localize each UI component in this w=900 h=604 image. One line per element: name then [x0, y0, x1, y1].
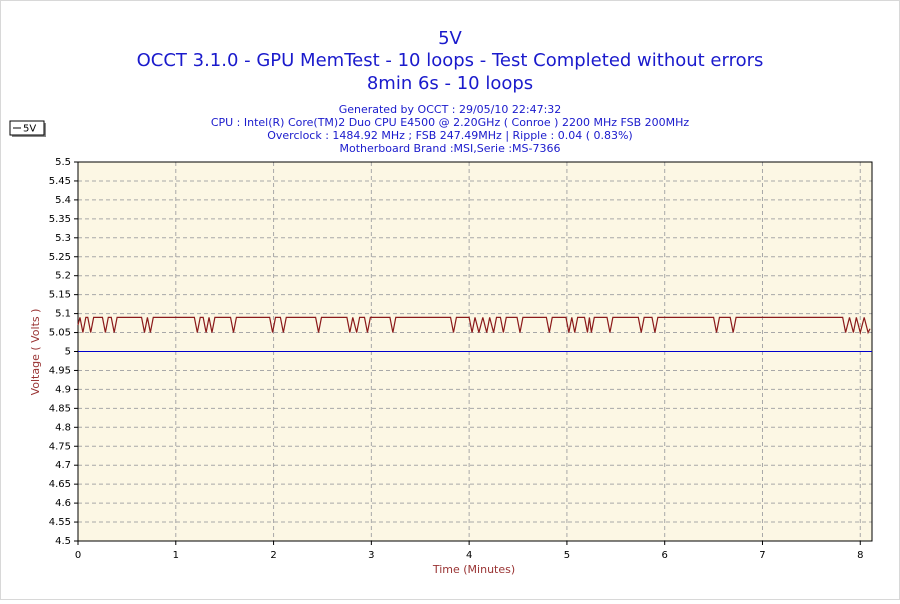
- chart-title: 5V: [438, 28, 462, 49]
- y-tick-label: 4.7: [55, 460, 71, 471]
- y-tick-label: 4.95: [49, 365, 71, 376]
- y-tick-label: 5.05: [49, 328, 71, 339]
- y-tick-label: 5.45: [49, 176, 71, 187]
- data-line: [77, 316, 871, 335]
- x-tick-label: 3: [368, 550, 374, 561]
- info-line: Generated by OCCT : 29/05/10 22:47:32: [339, 103, 562, 116]
- y-tick-label: 5.15: [49, 290, 71, 301]
- x-tick-label: 6: [662, 550, 668, 561]
- y-tick-label: 5: [65, 347, 71, 358]
- y-tick-label: 4.9: [55, 384, 71, 395]
- y-tick-label: 5.3: [55, 233, 71, 244]
- x-tick-label: 7: [759, 550, 765, 561]
- x-tick-label: 5: [564, 550, 570, 561]
- y-tick-label: 4.65: [49, 479, 71, 490]
- y-tick-label: 4.5: [55, 536, 71, 547]
- info-line: Overclock : 1484.92 MHz ; FSB 247.49MHz …: [267, 129, 632, 142]
- y-tick-label: 5.1: [55, 309, 71, 320]
- x-tick-label: 2: [270, 550, 276, 561]
- y-tick-label: 5.25: [49, 252, 71, 263]
- legend-box: [9, 120, 45, 136]
- chart-subtitle: 8min 6s - 10 loops: [367, 73, 533, 94]
- x-tick-label: 4: [466, 550, 472, 561]
- y-tick-label: 4.75: [49, 441, 71, 452]
- x-tick-label: 8: [857, 550, 863, 561]
- x-axis-label: Time (Minutes): [432, 563, 515, 576]
- legend-label: 5V: [23, 124, 36, 135]
- y-tick-label: 5.4: [55, 195, 71, 206]
- info-line: CPU : Intel(R) Core(TM)2 Duo CPU E4500 @…: [211, 116, 690, 129]
- y-tick-label: 4.8: [55, 422, 71, 433]
- x-tick-label: 1: [173, 550, 179, 561]
- chart-subtitle: OCCT 3.1.0 - GPU MemTest - 10 loops - Te…: [137, 50, 764, 71]
- info-line: Motherboard Brand :MSI,Serie :MS-7366: [340, 142, 561, 155]
- y-axis-label: Voltage ( Volts ): [29, 309, 42, 396]
- y-tick-label: 4.6: [55, 498, 71, 509]
- y-tick-label: 5.2: [55, 271, 71, 282]
- y-tick-label: 4.55: [49, 517, 71, 528]
- x-tick-label: 0: [75, 550, 81, 561]
- y-tick-label: 5.5: [55, 157, 71, 168]
- y-tick-label: 5.35: [49, 214, 71, 225]
- y-tick-label: 4.85: [49, 403, 71, 414]
